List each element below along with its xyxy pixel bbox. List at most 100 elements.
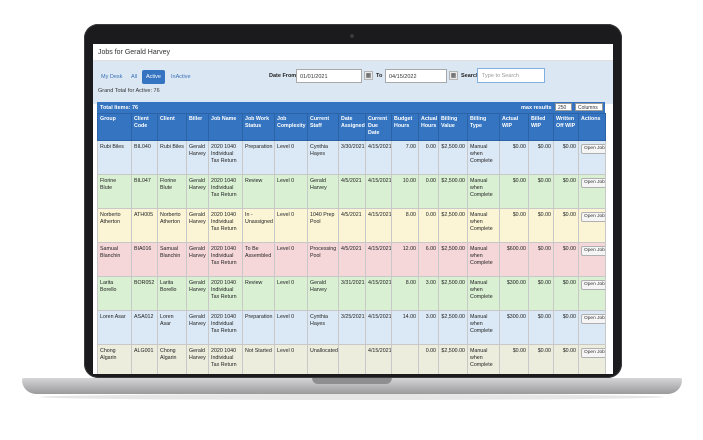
table-row[interactable]: Samual Blanchin BIA016 Samual Blanchin Gera…	[97, 242, 606, 277]
col-header[interactable]: Biller	[186, 113, 209, 141]
tab-all[interactable]: All	[131, 74, 138, 80]
table-cell: 3/30/2021	[338, 140, 366, 175]
col-header[interactable]: Actual WIP	[499, 113, 529, 141]
jobs-table: Group Client Code Client Biller Job Name…	[97, 113, 606, 374]
table-cell: 10.00	[391, 174, 419, 209]
table-cell: ASA012	[131, 310, 158, 345]
table-cell: Samual Blanchin	[157, 242, 187, 277]
table-cell: Manual when Complete	[467, 276, 500, 311]
table-cell: $0.00	[528, 310, 554, 345]
col-header[interactable]: Budget Hours	[391, 113, 419, 141]
total-items-text: Total Items: 76	[100, 105, 139, 111]
table-cell: To Be Assembled	[242, 242, 275, 277]
filter-header: My Desk All Active InActive Grand Total …	[93, 61, 613, 104]
table-cell: Level 0	[274, 174, 308, 209]
table-cell: Loren Asar	[97, 310, 132, 345]
table-cell: Florine Blute	[97, 174, 132, 209]
table-row[interactable]: Loren Asar ASA012 Loren Asar Gerald Harvey 2…	[97, 310, 606, 345]
col-header[interactable]: Written Off WIP	[553, 113, 579, 141]
table-cell: 2020 1040 Individual Tax Return	[208, 344, 243, 374]
search-input[interactable]: Type to Search	[477, 68, 545, 83]
laptop-notch	[312, 378, 392, 384]
col-header[interactable]: Client Code	[131, 113, 158, 141]
col-header[interactable]: Job Complexity	[274, 113, 308, 141]
table-cell: Manual when Complete	[467, 174, 500, 209]
open-job-button[interactable]: Open Job	[581, 348, 605, 358]
date-from-label: Date From	[269, 73, 297, 79]
table-row[interactable]: Larita Borello BOR052 Larita Borello Gerald…	[97, 276, 606, 311]
tab-inactive[interactable]: InActive	[171, 74, 191, 80]
search-label: Search	[461, 73, 480, 79]
col-header[interactable]: Current Due Date	[365, 113, 392, 141]
tab-my-desk[interactable]: My Desk	[101, 74, 123, 80]
col-header[interactable]: Billing Type	[467, 113, 500, 141]
max-results-label: max results	[521, 105, 552, 111]
table-cell: 4/5/2021	[338, 208, 366, 243]
actions-cell: Open Job	[578, 208, 606, 243]
table-cell: $0.00	[499, 208, 529, 243]
table-row[interactable]: Florine Blute BIL047 Florine Blute Gerald H…	[97, 174, 606, 209]
open-job-button[interactable]: Open Job	[581, 280, 605, 290]
table-cell: Norberto Atherton	[157, 208, 187, 243]
max-results-select[interactable]: 250 ▾	[555, 103, 572, 119]
table-cell: Rubi Biles	[157, 140, 187, 175]
grand-total-text: Grand Total for Active: 76	[98, 88, 160, 94]
table-cell: 0.00	[418, 140, 439, 175]
table-cell: $0.00	[499, 344, 529, 374]
title-bar: Jobs for Gerald Harvey	[93, 44, 613, 61]
table-cell: BIA016	[131, 242, 158, 277]
col-header[interactable]: Job Work Status	[242, 113, 275, 141]
columns-dropdown[interactable]: Columns ▾	[575, 103, 603, 119]
table-cell: $0.00	[499, 140, 529, 175]
list-toolbar: Total Items: 76 max results 250 ▾ Column…	[97, 102, 605, 119]
col-header[interactable]: Actual Hours	[418, 113, 439, 141]
actions-cell: Open Job	[578, 344, 606, 374]
table-cell: 8.00	[391, 208, 419, 243]
table-row[interactable]: Chong Algarin ALG001 Chong Algarin Gerald H…	[97, 344, 606, 374]
table-cell: 4/15/2021	[365, 310, 392, 345]
table-cell: 2020 1040 Individual Tax Return	[208, 276, 243, 311]
calendar-icon[interactable]: ▦	[364, 71, 373, 80]
open-job-button[interactable]: Open Job	[581, 246, 605, 256]
col-header[interactable]: Billing Value	[438, 113, 468, 141]
col-header[interactable]: Group	[97, 113, 132, 141]
table-cell: Preparation	[242, 310, 275, 345]
col-header[interactable]: Client	[157, 113, 187, 141]
col-header[interactable]: Actions	[578, 113, 606, 141]
table-cell: 4/15/2021	[365, 276, 392, 311]
table-cell: $0.00	[528, 242, 554, 277]
open-job-button[interactable]: Open Job	[581, 178, 605, 188]
col-header[interactable]: Current Staff	[307, 113, 339, 141]
table-cell: Rubi Biles	[97, 140, 132, 175]
table-cell: 0.00	[418, 208, 439, 243]
table-cell: Cynthia Hayes	[307, 310, 339, 345]
table-row[interactable]: Norberto Atherton ATH005 Norberto Atherton…	[97, 208, 606, 243]
table-cell: ATH005	[131, 208, 158, 243]
table-header-row: Group Client Code Client Biller Job Name…	[97, 113, 606, 141]
date-to-label: To	[376, 73, 383, 79]
table-cell: 6.00	[418, 242, 439, 277]
open-job-button[interactable]: Open Job	[581, 144, 605, 154]
table-cell: BIL040	[131, 140, 158, 175]
table-cell: $0.00	[553, 344, 579, 374]
table-cell: Gerald Harvey	[186, 140, 209, 175]
actions-cell: Open Job	[578, 140, 606, 175]
table-cell	[391, 344, 419, 374]
col-header[interactable]: Billed WIP	[528, 113, 554, 141]
laptop-base	[22, 378, 682, 394]
table-cell: $600.00	[499, 242, 529, 277]
open-job-button[interactable]: Open Job	[581, 212, 605, 222]
table-cell: Level 0	[274, 276, 308, 311]
open-job-button[interactable]: Open Job	[581, 314, 605, 324]
col-header[interactable]: Job Name	[208, 113, 243, 141]
calendar-icon[interactable]: ▦	[449, 71, 458, 80]
date-from-input[interactable]: 01/01/2021	[296, 69, 362, 83]
table-cell: 3/31/2021	[338, 276, 366, 311]
table-cell: 12.00	[391, 242, 419, 277]
tab-active[interactable]: Active	[142, 70, 165, 84]
col-header[interactable]: Date Assigned	[338, 113, 366, 141]
table-cell: Level 0	[274, 310, 308, 345]
actions-cell: Open Job	[578, 310, 606, 345]
date-to-input[interactable]: 04/15/2022	[385, 69, 447, 83]
table-row[interactable]: Rubi Biles BIL040 Rubi Biles Gerald Harvey 2…	[97, 140, 606, 175]
